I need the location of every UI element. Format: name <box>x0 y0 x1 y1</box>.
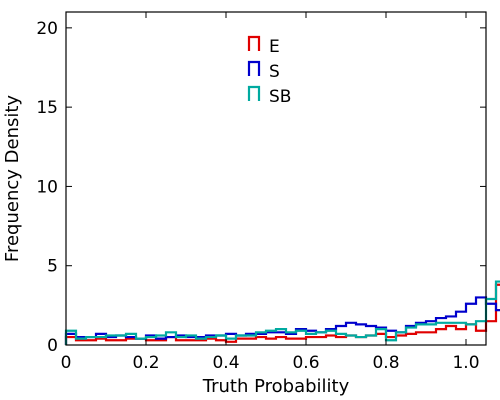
plot-area-frame <box>65 11 487 346</box>
y-axis-label: Frequency Density <box>2 95 23 262</box>
x-axis-label: Truth Probability <box>202 376 350 397</box>
axis-ticks: 0 0.2 0.4 0.6 0.8 1.0 0 5 10 15 20 <box>36 12 486 373</box>
legend-label-e: E <box>269 37 280 57</box>
x-tick-label: 0.4 <box>212 353 239 373</box>
histogram-series-e <box>64 283 500 345</box>
x-tick-label: 0.2 <box>132 353 159 373</box>
y-tick-label: 15 <box>36 98 58 118</box>
legend-swatch-e <box>247 35 261 51</box>
y-tick-label: 10 <box>36 177 58 197</box>
x-tick-label: 0.8 <box>372 353 399 373</box>
y-tick-label: 20 <box>36 19 58 39</box>
legend-swatch-sb <box>247 85 261 101</box>
x-tick-label: 0 <box>61 353 72 373</box>
legend-label-sb: SB <box>269 87 291 107</box>
y-tick-label: 0 <box>47 336 58 356</box>
legend-swatch-s <box>247 60 261 76</box>
histogram-series-sb <box>64 280 500 345</box>
y-tick-label: 5 <box>47 257 58 277</box>
histogram-series-group <box>64 280 500 345</box>
x-tick-label: 0.6 <box>292 353 319 373</box>
x-tick-label: 1.0 <box>452 353 479 373</box>
legend-label-s: S <box>269 62 280 82</box>
legend: ES SB <box>247 35 291 107</box>
